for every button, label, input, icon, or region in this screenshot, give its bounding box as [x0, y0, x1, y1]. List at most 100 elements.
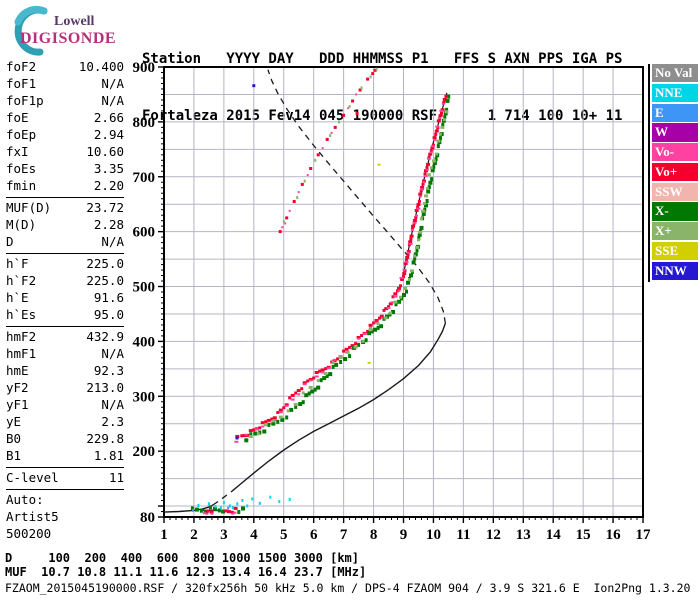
- param-separator: [6, 195, 124, 200]
- echo-second-hop-vo-: [297, 191, 300, 194]
- echo-f-trace-x+: [248, 435, 253, 438]
- echo-f-trace-x+: [408, 278, 411, 282]
- echo-f-trace-vo-: [362, 332, 367, 335]
- echo-stray-sse: [377, 163, 381, 166]
- echo-second-hop-vo+: [285, 216, 289, 220]
- echo-f-trace-o-mode-vo+: [434, 132, 438, 136]
- x-axis-label: 9: [400, 527, 408, 543]
- echo-f-trace-x-mode-x-: [289, 407, 294, 412]
- legend-item: Vo+: [652, 162, 698, 182]
- echo-f-trace-vo-: [390, 301, 394, 304]
- echo-es-scatter-nne: [278, 500, 281, 504]
- echo-f-trace-x+: [331, 361, 335, 365]
- echo-f-trace-x+: [425, 186, 429, 190]
- legend-item: NNW: [652, 261, 698, 280]
- echo-es-trace-x-: [221, 509, 226, 514]
- echo-es-trace-x-: [203, 509, 208, 514]
- echo-f-trace-x+: [316, 379, 320, 382]
- echo-f-trace-o-mode-vo+: [350, 344, 355, 348]
- echo-f-trace-vo-: [420, 188, 425, 191]
- echo-f-trace-x-mode-x-: [441, 122, 445, 127]
- echo-f-trace-x+: [399, 295, 402, 299]
- param-value: 2.66: [93, 110, 124, 125]
- echo-es-trace-x-: [217, 508, 221, 513]
- echo-f-trace-x-mode-x-: [397, 299, 401, 304]
- echo-f-trace-x+: [442, 118, 446, 122]
- echo-f-trace-vo-: [422, 181, 426, 184]
- y-axis-label: 80: [140, 510, 155, 526]
- echo-es-scatter-nne: [236, 502, 239, 506]
- echo-f-trace-o-mode-vo+: [429, 149, 433, 153]
- y-axis-label: 200: [133, 444, 156, 460]
- echo-second-hop-x+: [314, 158, 317, 162]
- file-info-row: FZAOM_2015045190000.RSF / 320fx256h 50 k…: [5, 581, 691, 595]
- param-row: foF1 N/A: [6, 76, 124, 93]
- legend-item: X+: [652, 222, 698, 241]
- echo-second-hop-vo+: [316, 153, 320, 157]
- logo-arc-icon: [14, 5, 48, 56]
- echo-f-trace-o-mode-vo+: [399, 284, 402, 288]
- echo-f-trace-x-mode-x-: [445, 107, 449, 112]
- echo-f-trace-o-mode-vo+: [288, 396, 292, 400]
- echo-f-trace-x-mode-x-: [391, 310, 395, 314]
- header-station-values: Fortaleza 2015 Fev14 045 190000 RSF 1 71…: [142, 108, 623, 124]
- echo-second-hop-x+: [282, 220, 285, 224]
- profile-topside-model: [267, 69, 447, 324]
- echo-f-trace-x+: [353, 345, 358, 349]
- echo-second-hop-vo-: [347, 107, 350, 110]
- echo-f-trace-vo-: [254, 428, 259, 431]
- param-label: h`Es: [6, 307, 37, 322]
- echo-f-trace-o-mode-vo+: [440, 108, 445, 112]
- echo-f-trace-x+: [403, 286, 407, 290]
- echo-f-trace-x-mode-x-: [339, 360, 343, 364]
- echo-f-trace-x-mode-x-: [405, 289, 408, 294]
- x-axis-label: 4: [250, 527, 258, 543]
- param-value: 10.400: [78, 59, 124, 74]
- echo-f-trace-o-mode-vo+: [372, 321, 376, 325]
- echo-f-trace-o-mode-vo+: [270, 417, 274, 421]
- x-axis-label: 14: [546, 527, 562, 543]
- echo-f-trace-o-mode-vo+: [318, 369, 322, 373]
- param-value: 225.0: [86, 256, 124, 271]
- echo-f-trace-o-mode-vo+: [252, 428, 256, 432]
- echo-f-trace-vo-: [314, 375, 319, 378]
- echo-f-trace-x+: [436, 139, 441, 143]
- echo-f-trace-o-mode-vo+: [356, 336, 361, 339]
- echo-f-trace-vo-: [416, 207, 421, 210]
- echo-es-trace-vo+: [227, 510, 231, 514]
- param-value: N/A: [101, 93, 124, 108]
- echo-f-trace-x+: [263, 423, 268, 427]
- param-row: fmin 2.20: [6, 178, 124, 195]
- param-label: foE: [6, 110, 29, 125]
- param-row: foF2 10.400: [6, 59, 124, 76]
- echo-es-trace-x-: [199, 508, 203, 513]
- echo-second-hop-x+: [296, 196, 299, 200]
- echo-f-trace-x-mode-x-: [357, 342, 361, 347]
- echo-stray-nnw: [235, 436, 239, 440]
- echo-f-trace-x-mode-x-: [430, 177, 434, 182]
- param-row: yE 2.3: [6, 414, 124, 431]
- echo-f-trace-x-mode-x-: [424, 203, 428, 208]
- echo-f-trace-vo-: [278, 411, 283, 414]
- echo-second-hop-vo+: [278, 230, 282, 234]
- echo-f-trace-o-mode-vo+: [387, 305, 390, 309]
- echo-f-trace-x-mode-x-: [443, 111, 448, 116]
- echo-second-hop-x+: [348, 105, 351, 108]
- param-row: fxI 10.60: [6, 144, 124, 161]
- echo-f-trace-o-mode-vo+: [391, 295, 395, 299]
- param-label: foEp: [6, 127, 37, 142]
- echo-f-trace-o-mode-vo+: [354, 342, 358, 346]
- echo-es-scatter-nne: [222, 501, 225, 505]
- param-value: 2.94: [93, 127, 124, 142]
- echo-f-trace-o-mode-vo+: [306, 379, 310, 383]
- echo-f-trace-x-mode-x-: [331, 364, 335, 369]
- echo-f-trace-x+: [323, 372, 328, 376]
- echo-f-trace-x-mode-x-: [367, 331, 372, 336]
- muf-distance-row: D 100 200 400 600 800 1000 1500 3000 [km…: [5, 551, 360, 565]
- echo-f-trace-vo-: [425, 168, 429, 171]
- echo-f-trace-o-mode-vo+: [348, 345, 352, 349]
- echo-f-trace-vo-: [261, 425, 265, 428]
- echo-f-trace-o-mode-vo+: [406, 250, 411, 254]
- echo-f-trace-o-mode-vo+: [397, 286, 401, 290]
- echo-f-trace-o-mode-vo+: [300, 387, 304, 391]
